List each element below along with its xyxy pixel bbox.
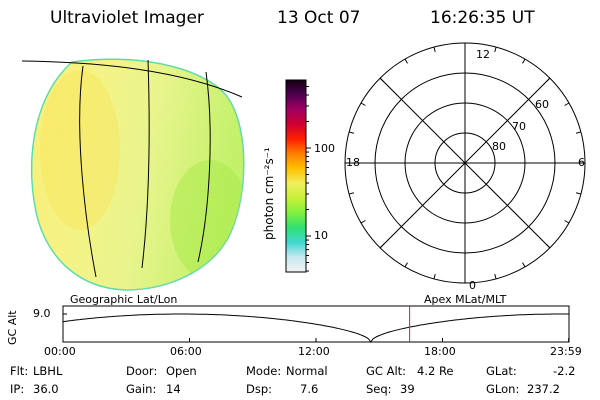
mlt-tick [348, 192, 355, 195]
xtick-0000: 00:00 [44, 345, 76, 358]
alt-ytick: 9.0 [33, 307, 51, 320]
colorbar-tick-10: 10 [314, 229, 328, 242]
xtick-1800: 18:00 [424, 345, 456, 358]
colorbar [285, 79, 311, 273]
seq-label: Seq: [366, 382, 392, 396]
colorbar-tick-100: 100 [314, 142, 335, 155]
polar-plot [344, 42, 586, 284]
mlt-tick [545, 243, 551, 249]
colorbar-unit-label: photon cm⁻²s⁻¹ [262, 147, 276, 240]
door-label: Door: [126, 364, 158, 378]
mlt-tick [433, 273, 436, 280]
mlt-tick [379, 243, 385, 249]
lat-label-70: 70 [512, 120, 526, 133]
xtick-1200: 12:00 [298, 345, 330, 358]
geographic-label: Geographic Lat/Lon [70, 293, 178, 306]
glat-value: -2.2 [553, 364, 576, 378]
colorbar-gradient [285, 79, 307, 273]
mode-label: Mode: [246, 364, 282, 378]
ip-value: 36.0 [33, 382, 59, 396]
time-label: 16:26:35 UT [430, 8, 535, 28]
lat-label-60: 60 [535, 98, 549, 111]
mlt-tick [545, 77, 551, 83]
mlt-tick [348, 131, 355, 134]
filter-label: Flt: [10, 364, 29, 378]
mlt-label-6: 6 [578, 156, 585, 169]
mode-value: Normal [286, 364, 328, 378]
mlt-label-12: 12 [476, 48, 490, 61]
dsp-label: Dsp: [246, 382, 273, 396]
meridian-diagonal-2 [379, 77, 551, 249]
ip-label: IP: [10, 382, 25, 396]
gc-alt-label: GC Alt: [366, 364, 407, 378]
mlt-tick [404, 58, 408, 64]
xtick-2359: 23:59 [550, 345, 582, 358]
mlt-tick [360, 102, 366, 106]
uv-disk-image [21, 58, 245, 291]
mlt-tick [522, 58, 526, 64]
altitude-plot [62, 305, 570, 343]
mlt-tick [575, 192, 582, 195]
mlt-tick [360, 220, 366, 224]
gc-alt-axis-label: GC Alt [6, 310, 19, 345]
seq-value: 39 [400, 382, 415, 396]
apex-label: Apex MLat/MLT [424, 293, 507, 306]
mlt-tick [564, 220, 570, 224]
xtick-0600: 06:00 [170, 345, 202, 358]
door-value: Open [166, 364, 197, 378]
gain-value: 14 [166, 382, 181, 396]
gc-alt-value: 4.2 Re [417, 364, 454, 378]
mlt-tick [494, 273, 497, 280]
altitude-curve [62, 313, 569, 343]
mlt-tick [575, 131, 582, 134]
date-label: 13 Oct 07 [277, 8, 361, 28]
instrument-title: Ultraviolet Imager [50, 8, 204, 28]
glon-value: 237.2 [527, 382, 560, 396]
mlt-tick [433, 46, 436, 53]
glon-label: GLon: [486, 382, 520, 396]
dsp-value: 7.6 [300, 382, 319, 396]
mlt-tick [494, 46, 497, 53]
gain-label: Gain: [126, 382, 157, 396]
mlt-label-18: 18 [346, 156, 360, 169]
lat-label-80: 80 [492, 140, 506, 153]
mlt-tick [379, 77, 385, 83]
mlt-label-0: 0 [469, 279, 476, 292]
mlt-tick [404, 262, 408, 268]
mlt-tick [522, 262, 526, 268]
mlt-tick [564, 102, 570, 106]
filter-value: LBHL [33, 364, 63, 378]
glat-label: GLat: [486, 364, 517, 378]
